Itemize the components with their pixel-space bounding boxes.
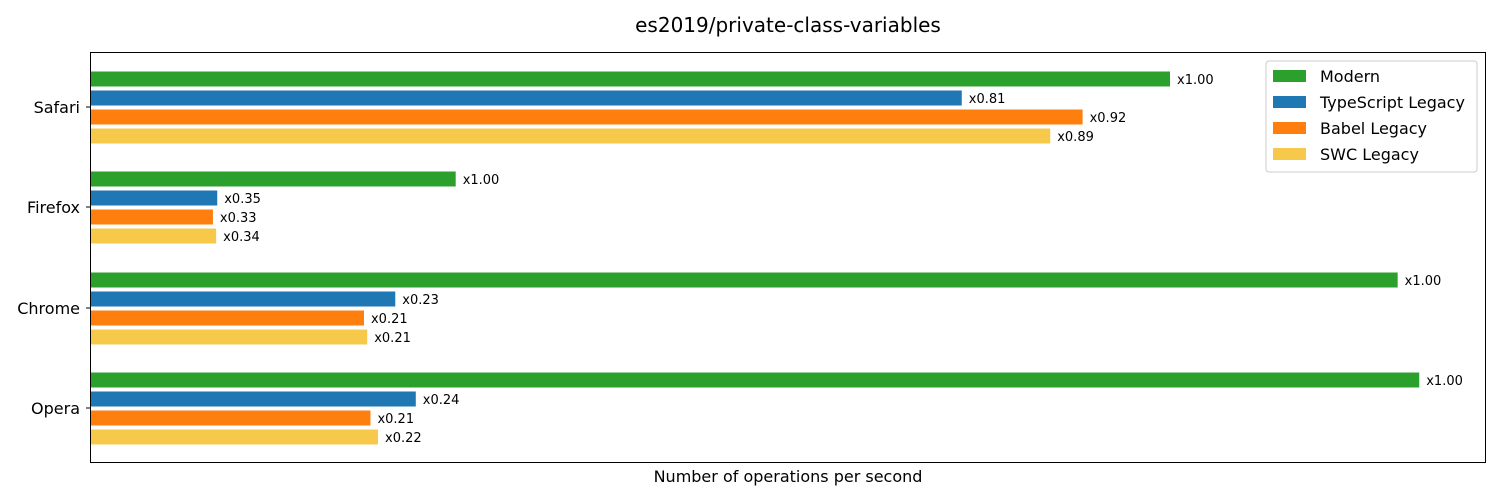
legend: Modern TypeScript Legacy Babel Legacy SWC L… [1265,60,1478,173]
bar [91,272,1398,288]
legend-label: TypeScript Legacy [1319,93,1465,112]
data-label: x0.81 [969,92,1006,107]
chart-title: es2019/private-class-variables [635,13,941,37]
legend-swatch [1273,148,1306,160]
data-label: x0.34 [223,230,260,245]
y-tick-label: Firefox [27,198,80,217]
bar [91,310,364,326]
legend-swatch [1273,96,1306,108]
bar [91,190,218,206]
data-label: x1.00 [1177,73,1214,88]
bar [91,128,1051,144]
bar [91,391,416,407]
data-label: x0.21 [371,312,408,327]
data-label: x0.21 [374,331,411,346]
bar [91,429,379,445]
data-label: x1.00 [1405,274,1442,289]
bar [91,109,1083,125]
bar [91,410,371,426]
bar [91,71,1170,87]
data-label: x0.33 [220,211,257,226]
data-label: x0.92 [1090,111,1127,126]
bar [91,291,396,307]
x-axis-label: Number of operations per second [654,467,923,486]
y-tick-label: Opera [31,399,80,418]
bar [91,228,217,244]
legend-label: SWC Legacy [1320,145,1419,164]
y-tick-label: Safari [34,98,80,117]
bar [91,90,962,106]
legend-swatch [1273,70,1306,82]
plot-area [90,52,1486,463]
y-tick-label: Chrome [17,299,80,318]
legend-label: Modern [1320,67,1380,86]
data-label: x1.00 [463,173,500,188]
data-label: x0.23 [402,293,439,308]
bar [91,329,368,345]
legend-label: Babel Legacy [1320,119,1427,138]
data-label: x0.22 [385,431,422,446]
bars-group: x1.00 x0.81 x0.92 x0.89 x1.00 x0.35 x0.33 x0.34… [91,71,1463,446]
data-label: x1.00 [1426,374,1463,389]
legend-box [1265,60,1478,173]
data-label: x0.89 [1057,130,1094,145]
data-label: x0.24 [423,393,460,408]
bar [91,209,213,225]
data-label: x0.21 [377,412,414,427]
y-axis: Safari Firefox Chrome Opera [17,98,91,418]
bar [91,171,456,187]
legend-swatch [1273,122,1306,134]
bar [91,372,1420,388]
data-label: x0.35 [224,192,261,207]
